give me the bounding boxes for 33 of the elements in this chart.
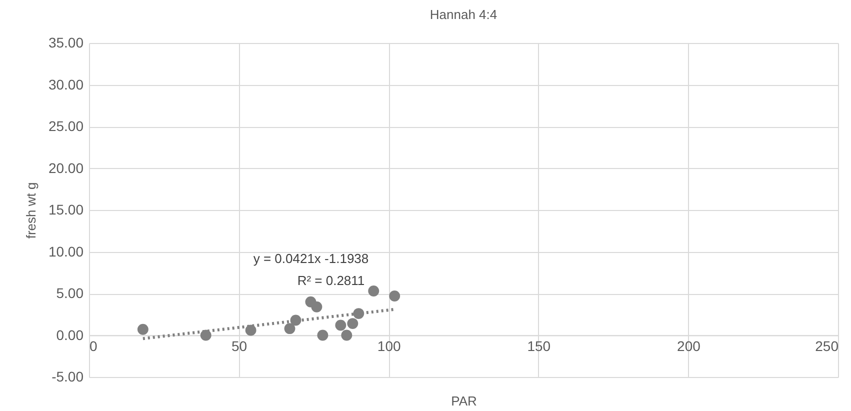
y-tick-label: 25.00 [48,118,84,134]
point [389,290,400,302]
annotation: R² = 0.2811 [297,273,365,288]
x-tick-label: 50 [232,338,248,354]
point [341,330,352,341]
point [335,320,346,331]
point [311,301,322,312]
point [284,323,296,334]
point [200,330,212,341]
point [290,314,302,326]
x-tick-label: 250 [815,338,839,354]
y-tick-label: 20.00 [48,160,84,176]
point [137,324,148,335]
y-tick-label: 10.00 [48,243,84,260]
y-axis-title: fresh wt g [23,182,38,239]
point [368,286,380,296]
point [353,308,364,320]
y-tick-label: 15.00 [48,202,84,218]
chart-title: Hannah 4:4 [430,7,498,22]
point [317,330,328,341]
x-axis-title: PAR [451,394,477,408]
point [347,318,358,330]
y-tick-label: 0.00 [56,326,84,343]
x-tick-label: 150 [527,338,551,354]
point [245,324,256,336]
annotation: y = 0.0421x -1.1938 [253,251,369,266]
x-tick-label: 0 [90,338,98,354]
y-tick-label: 30.00 [48,76,84,92]
x-tick-label: 200 [677,338,701,354]
y-tick-label: 5.00 [56,285,84,301]
y-tick-label: -5.00 [52,368,84,384]
x-tick-label: 100 [377,338,401,354]
y-tick-label: 35.00 [48,34,84,50]
